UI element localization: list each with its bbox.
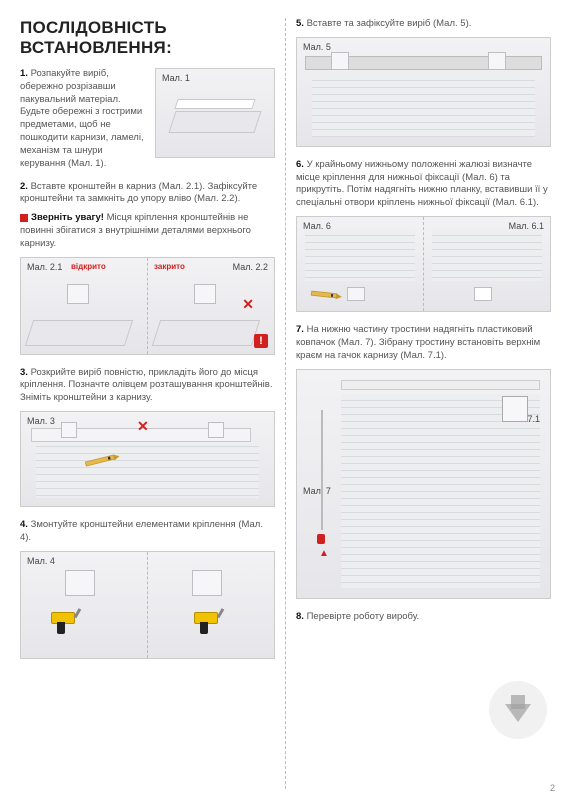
arrow-up-icon: ▲ — [319, 548, 329, 559]
figure-4-left — [21, 552, 148, 658]
figure-5: Мал. 5 — [296, 37, 551, 147]
step-5: 5. Вставте та зафіксуйте виріб (Мал. 5). — [296, 18, 551, 31]
fig-label-2-2: Мал. 2.2 — [233, 262, 268, 272]
warning-icon — [20, 214, 28, 222]
figure-6: Мал. 6 Мал. 6.1 — [296, 216, 551, 312]
cord-icon — [321, 410, 323, 530]
figure-3: Мал. 3 ✕ — [20, 411, 275, 507]
figure-6-1: Мал. 6.1 — [424, 217, 550, 311]
alert-icon: ! — [254, 334, 268, 348]
fig-label-2-1: Мал. 2.1 — [27, 262, 62, 272]
drill-icon — [51, 606, 85, 636]
fig-label-1: Мал. 1 — [162, 73, 190, 83]
fig-label-7: Мал. 7 — [303, 486, 331, 496]
label-closed: закрито — [154, 262, 185, 271]
step-1: 1. Розпакуйте виріб, обережно розрізавши… — [20, 68, 147, 171]
figure-2: Мал. 2.1 відкрито закрито Мал. 2.2 ✕ ! — [20, 257, 275, 355]
cap-icon — [317, 534, 325, 544]
fig-label-5: Мал. 5 — [303, 42, 331, 52]
figure-7: Мал. 7.1 Мал. 7 ▲ — [296, 369, 551, 599]
figure-4-right — [148, 552, 274, 658]
step-2: 2. Вставте кронштейн в карниз (Мал. 2.1)… — [20, 181, 275, 207]
pencil-icon — [311, 291, 337, 299]
page-title: ПОСЛІДОВНІСТЬ ВСТАНОВЛЕННЯ: — [20, 18, 275, 58]
step-8: 8. Перевірте роботу виробу. — [296, 611, 551, 624]
page-number: 2 — [550, 783, 555, 793]
figure-4: Мал. 4 — [20, 551, 275, 659]
drill-icon — [194, 606, 228, 636]
x-mark-icon: ✕ — [242, 296, 254, 313]
figure-1: Мал. 1 — [155, 68, 275, 158]
x-mark-icon: ✕ — [137, 418, 149, 435]
figure-6-left: Мал. 6 — [297, 217, 424, 311]
step-7: 7. На нижню частину тростини надягніть п… — [296, 324, 551, 362]
step-4: 4. Змонтуйте кронштейни елементами кріпл… — [20, 519, 275, 545]
step-6: 6. У крайньому нижньому положенні жалюзі… — [296, 159, 551, 210]
figure-2-1: Мал. 2.1 відкрито — [21, 258, 148, 354]
figure-2-2: закрито Мал. 2.2 ✕ ! — [148, 258, 274, 354]
fig-label-3: Мал. 3 — [27, 416, 55, 426]
step-2-warning: Зверніть увагу! Місця кріплення кронштей… — [20, 212, 275, 250]
watermark-download-icon — [489, 681, 547, 739]
label-open: відкрито — [71, 262, 106, 271]
step-3: 3. Розкрийте виріб повністю, прикладіть … — [20, 367, 275, 405]
